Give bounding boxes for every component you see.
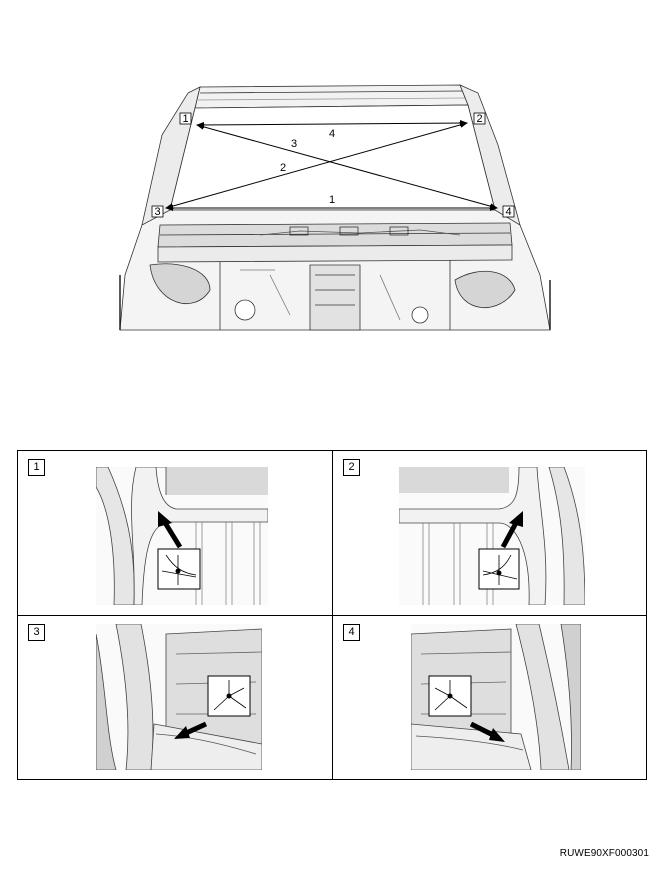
detail-cell-1: 1 (18, 451, 332, 615)
measure-line-3 (196, 123, 498, 210)
corner-tag-3-label: 3 (154, 206, 160, 218)
detail-tag-1: 1 (28, 459, 45, 476)
detail-tag-3: 3 (28, 624, 45, 641)
detail-tag-2: 2 (343, 459, 360, 476)
corner-tag-4-label: 4 (505, 206, 511, 218)
detail-illustration-3 (96, 624, 262, 770)
corner-tag-2: 2 (473, 112, 486, 125)
measure-label-1: 1 (329, 194, 335, 206)
roof-panel (194, 84, 469, 109)
corner-tag-1-label: 1 (182, 113, 188, 125)
corner-tag-2-label: 2 (476, 113, 482, 125)
measure-label-3: 3 (291, 138, 297, 150)
detail-grid: 1 2 (17, 450, 647, 780)
grid-divider-horizontal (18, 615, 646, 616)
corner-tag-1: 1 (179, 112, 192, 125)
detail-cell-2: 2 (333, 451, 647, 615)
detail-tag-4: 4 (343, 624, 360, 641)
detail-cell-4: 4 (333, 616, 647, 780)
measure-label-4: 4 (329, 128, 335, 140)
detail-illustration-4 (411, 624, 581, 770)
detail-cell-3: 3 (18, 616, 332, 780)
vehicle-rear-overview: 1 2 3 4 1 2 3 4 (119, 84, 551, 331)
corner-tag-3: 3 (151, 205, 164, 218)
detail-illustration-1 (96, 467, 268, 605)
measure-label-2: 2 (280, 162, 286, 174)
detail-illustration-2 (399, 467, 585, 605)
document-code: RUWE90XF000301 (559, 848, 649, 859)
corner-tag-4: 4 (502, 205, 515, 218)
